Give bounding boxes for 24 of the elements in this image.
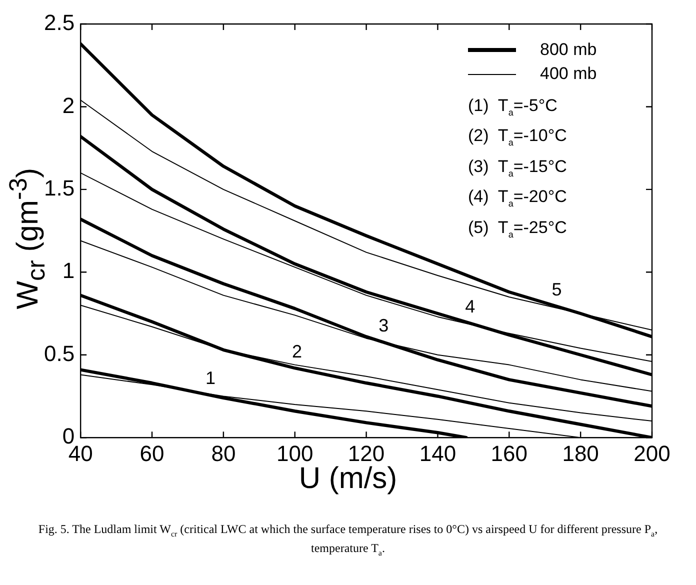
annotation: 1 [205, 368, 216, 388]
x-tick-label: 60 [140, 440, 164, 466]
x-tick-label: 200 [634, 440, 670, 466]
annotation: 3 [378, 315, 389, 336]
y-tick-label: 1 [62, 258, 75, 284]
x-tick-label: 140 [419, 440, 456, 466]
x-tick-label: 80 [211, 440, 236, 466]
legend-label: 800 mb [540, 39, 597, 61]
x-tick-label: 160 [490, 440, 528, 466]
y-tick-label: 1.5 [44, 176, 75, 201]
annotation: 5 [552, 279, 562, 300]
annotation: (5) T$_{a}$=-25°C [468, 216, 568, 241]
x-tick-label: 180 [562, 440, 599, 466]
y-tick-label: 2 [62, 92, 75, 118]
annotation: (2) T$_{a}$=-10°C [468, 125, 568, 150]
annotation: (3) T$_{a}$=-15°C [468, 156, 568, 180]
legend-label: 400 mb [540, 63, 597, 85]
text: Fig. 5. The Ludlam limit W$_{cr}$ (critical LWC at which the surface temperature rises to 0°C) vs airspeed U for different pressure P$_{a}$, temperature T$_{a}$. [38, 522, 658, 558]
annotation: 2 [292, 342, 302, 362]
annotation: (1) T$_{a}$=-5°C [468, 95, 558, 120]
y-tick-label: 2.5 [44, 10, 75, 36]
annotation: (4) T$_{a}$=-20°C [468, 186, 568, 211]
annotation: 4 [465, 296, 476, 316]
y-tick-label: 0.5 [44, 340, 75, 366]
